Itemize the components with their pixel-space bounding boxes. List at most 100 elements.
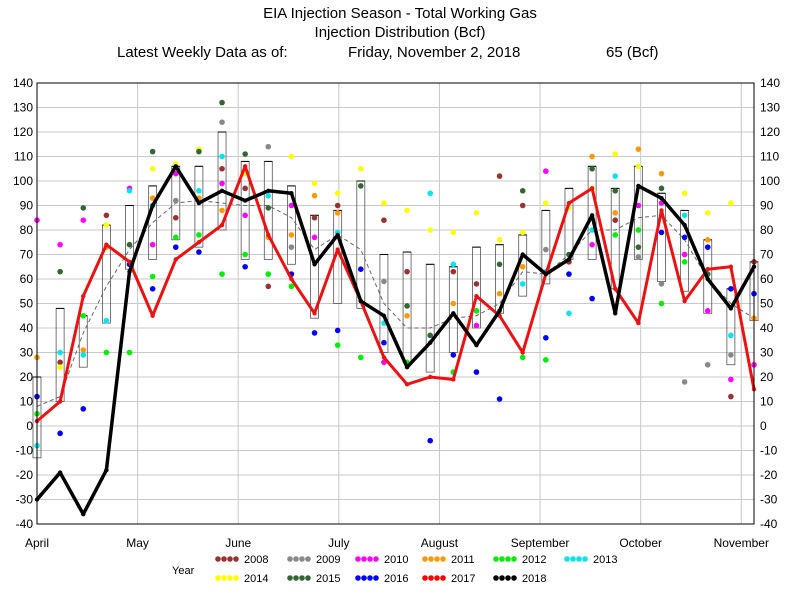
y-tick-label-left: 70 [20,248,34,262]
series-layer [34,164,757,517]
range-box [101,224,111,324]
scatter-point [196,148,202,155]
range-box [564,187,574,260]
y-tick-label-right: 80 [760,223,774,237]
legend-marker-2010 [361,556,367,562]
y-tick-label-left: 110 [14,150,33,164]
series-point-2018 [219,188,225,193]
scatter-point [589,153,595,160]
series-point-2018 [497,308,502,314]
latest-data-date: Friday, November 2, 2018 [348,44,521,61]
y-tick-label-right: 100 [760,174,780,188]
x-tick-label: July [328,536,349,550]
scatter-point [681,190,688,197]
scatter-point [728,286,734,292]
series-point-2018 [728,306,734,311]
scatter-point [334,190,341,197]
scatter-point [704,361,711,368]
scatter-point [543,168,549,174]
scatter-point [450,229,457,236]
y-tick-label-right: 50 [760,297,774,311]
legend-marker-2010 [373,556,379,562]
y-tick-label-left: 80 [20,223,34,237]
scatter-point [473,369,480,375]
series-point-2017 [381,355,387,360]
y-tick-label-right: 90 [760,199,774,213]
scatter-point [172,170,179,177]
series-point-2018 [474,342,479,348]
scatter-point [242,151,248,157]
series-point-2017 [682,298,687,304]
scatter-point [566,271,572,277]
scatter-point [242,251,248,258]
scatter-point [288,244,295,250]
legend-marker-2009 [287,556,293,562]
legend-marker-2015 [305,575,311,581]
series-point-2018 [57,470,63,475]
scatter-point [334,210,341,216]
scatter-point [519,263,526,270]
y-tick-label-right: 40 [760,321,774,335]
series-point-2017 [636,320,641,326]
scatter-point [519,202,526,209]
range-box [657,192,666,282]
x-tick-label: June [225,536,251,550]
y-tick-label-right: 140 [760,76,780,90]
scatter-point [473,308,480,314]
y-tick-label-right: -20 [760,468,778,482]
legend-label-2016: 2016 [384,573,408,585]
latest-data-label: Latest Weekly Data as of: [117,44,288,61]
legend-marker-2015 [287,575,293,581]
scatter-point [728,200,734,206]
series-point-2018 [659,195,664,201]
series-point-2017 [312,311,317,316]
x-tick-label: April [25,536,49,550]
series-point-2017 [566,200,572,206]
scatter-point [473,210,480,216]
scatter-point [149,286,156,292]
scatter-point [681,234,688,241]
series-point-2017 [196,240,202,245]
scatter-point [242,263,248,270]
y-tick-label-left: 120 [13,125,33,139]
legend-marker-2013 [570,556,576,562]
x-tick-label: October [619,536,662,550]
chart-title: EIA Injection Season - Total Working Gas [263,5,537,22]
scatter-point [358,183,364,189]
series-point-2017 [150,313,155,318]
scatter-point [57,241,63,248]
scatter-point [612,210,619,216]
series-point-2017 [266,232,271,238]
scatter-point [103,212,110,219]
legend-marker-2016 [373,575,379,581]
scatter-point [265,192,272,199]
scatter-point [681,251,688,258]
scatter-point [103,222,110,228]
scatter-point [450,352,457,358]
series-point-2017 [451,377,456,382]
scatter-point [149,165,156,172]
legend-marker-2015 [293,575,299,581]
scatter-point [496,396,503,402]
scatter-point [450,261,457,268]
series-point-2017 [219,222,225,228]
range-box [78,315,88,368]
scatter-point [288,153,295,160]
scatter-point [473,281,480,287]
scatter-point [404,303,410,309]
legend-label-2011: 2011 [451,554,475,566]
scatter-point [543,246,549,253]
scatter-point [196,188,202,194]
legend-marker-2014 [233,575,239,581]
scatter-point [728,352,734,358]
y-tick-label-left: -10 [16,444,34,458]
scatter-point [496,290,503,297]
scatter-point [543,200,549,206]
scatter-point [219,271,225,277]
legend-marker-2008 [215,556,221,562]
scatter-point [172,197,179,204]
scatter-point [635,146,642,152]
legend-label-2008: 2008 [244,554,268,566]
y-tick-label-left: 50 [20,297,34,311]
